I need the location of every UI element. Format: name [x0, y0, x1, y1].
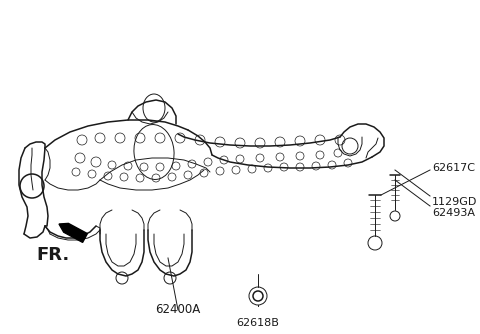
FancyArrow shape [59, 223, 87, 242]
Text: FR.: FR. [36, 246, 69, 264]
Text: 62617C: 62617C [432, 163, 475, 173]
Text: 62493A: 62493A [432, 208, 475, 218]
Text: 62400A: 62400A [156, 303, 201, 316]
Text: 1129GD: 1129GD [432, 197, 478, 207]
Text: 62618B: 62618B [237, 318, 279, 328]
